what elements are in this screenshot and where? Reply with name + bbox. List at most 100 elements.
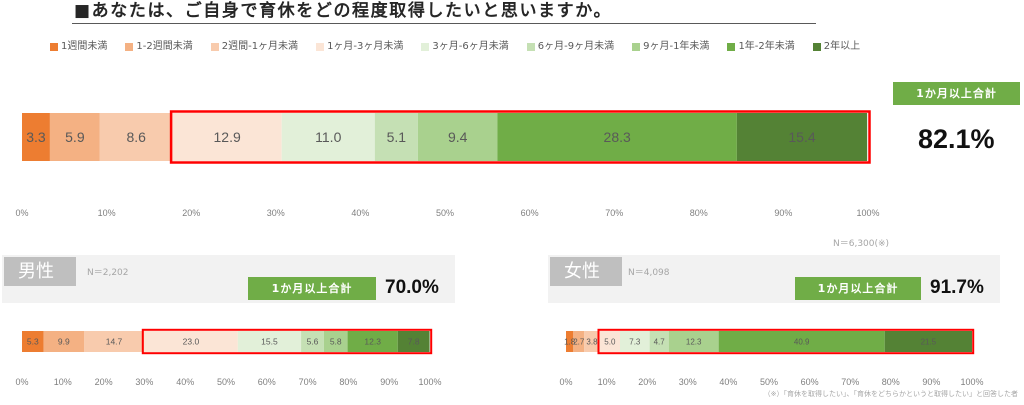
bar-segment-2-weeks-to-1-month <box>84 331 144 352</box>
data-label-6-to-9-months: 5.1 <box>387 129 407 145</box>
bar-segment-under-1-week <box>22 331 44 352</box>
bar-segment-2-weeks-to-1-month <box>99 113 173 161</box>
x-tick-label: 10% <box>54 377 72 387</box>
data-label-1-to-3-months: 23.0 <box>183 337 200 347</box>
bar-segment-1-to-2-weeks <box>43 331 85 352</box>
bar-segment-6-to-9-months <box>374 113 418 161</box>
x-tick-label: 80% <box>882 377 900 387</box>
data-label-3-to-6-months: 15.5 <box>261 337 278 347</box>
x-tick-label: 70% <box>841 377 859 387</box>
page-title: ■あなたは、ご自身で育休をどの程度取得したいと思いますか。 <box>74 1 613 21</box>
bar-segment-2-years-plus <box>884 331 972 352</box>
x-tick-label: 30% <box>679 377 697 387</box>
legend-item-9-months-to-1-year: 9ヶ月-1年未満 <box>632 40 709 54</box>
bar-segment-1-to-2-weeks <box>573 331 585 352</box>
bar-segment-1-to-3-months <box>599 331 620 352</box>
x-tick-label: 50% <box>436 208 454 218</box>
summary-badge-female: 1か月以上合計 <box>795 277 921 300</box>
summary-value-male: 70.0% <box>385 277 439 298</box>
highlight-frame-1-month-plus <box>597 328 975 355</box>
x-tick-label: 0% <box>559 377 572 387</box>
male-stacked-bar-chart: 5.3 9.9 14.7 23.0 15.5 5.6 5.8 12.3 7.8 0% 10% 20% 3… <box>15 328 442 387</box>
bar-segment-1-to-3-months <box>143 331 238 352</box>
legend-label: 1-2週間未満 <box>136 41 193 52</box>
x-tick-label: 100% <box>960 377 983 387</box>
data-label-2-years-plus: 7.8 <box>408 337 420 347</box>
data-label-1-to-2-weeks: 2.7 <box>573 337 585 346</box>
bar-segment-9-months-to-1-year <box>417 113 498 161</box>
x-tick-label: 50% <box>760 377 778 387</box>
x-tick-label: 90% <box>380 377 398 387</box>
bar-segment-6-to-9-months <box>649 331 669 352</box>
x-tick-label: 40% <box>719 377 737 387</box>
legend-label: 1年-2年未満 <box>738 41 795 52</box>
data-label-1-to-2-years: 12.3 <box>364 337 381 347</box>
x-tick-label: 60% <box>521 208 539 218</box>
bar-segment-6-to-9-months <box>301 331 324 352</box>
bar-segment-1-to-2-years <box>718 331 885 352</box>
bar-segment-2-weeks-to-1-month <box>584 331 600 352</box>
bar-segment-3-to-6-months <box>619 331 650 352</box>
bar-segment-9-months-to-1-year <box>668 331 719 352</box>
legend-label: 2年以上 <box>823 41 861 52</box>
legend-item-6-to-9-months: 6ヶ月-9ヶ月未満 <box>526 40 615 54</box>
data-label-9-months-to-1-year: 9.4 <box>448 129 468 145</box>
bar-segment-1-to-2-years <box>497 113 737 161</box>
overall-stacked-bar-chart: 3.3 5.9 8.6 12.9 11.0 5.1 9.4 28.3 15.4 0% 10% 20% 3… <box>15 110 880 218</box>
data-label-6-to-9-months: 4.7 <box>654 337 666 346</box>
data-label-9-months-to-1-year: 5.8 <box>330 337 342 347</box>
data-label-2-years-plus: 15.4 <box>788 129 815 145</box>
legend-swatch <box>316 43 325 51</box>
legend-swatch <box>727 43 736 51</box>
summary-value-overall: 82.1% <box>918 124 995 154</box>
data-label-3-to-6-months: 7.3 <box>629 337 641 346</box>
summary-value-female: 91.7% <box>930 277 984 298</box>
x-tick-label: 80% <box>339 377 357 387</box>
footnote: （※）「育休を取得したい」、「育休をどちらかというと取得したい」と回答した者 <box>763 390 1018 398</box>
x-tick-label: 30% <box>267 208 285 218</box>
data-label-under-1-week: 5.3 <box>27 337 39 347</box>
legend: 1週間未満 1-2週間未満 2週間-1ヶ月未満 1ヶ月-3ヶ月未満 3ヶ月-6ヶ… <box>50 40 860 54</box>
legend-label: 3ヶ月-6ヶ月未満 <box>432 41 509 52</box>
legend-swatch <box>50 43 58 51</box>
bar-segment-1-to-3-months <box>172 113 282 161</box>
summary-badge-overall: 1か月以上合計 <box>893 82 1020 105</box>
x-tick-label: 30% <box>135 377 153 387</box>
x-tick-label: 40% <box>176 377 194 387</box>
legend-label: 1週間未満 <box>61 41 108 52</box>
legend-label: 6ヶ月-9ヶ月未満 <box>537 41 615 52</box>
x-tick-label: 0% <box>15 377 28 387</box>
bar-segment-1-to-2-years <box>347 331 398 352</box>
bar-segment-2-years-plus <box>397 331 430 352</box>
legend-item-2-years-plus: 2年以上 <box>812 40 861 54</box>
x-tick-label: 10% <box>598 377 616 387</box>
highlight-frame-1-month-plus <box>141 328 433 355</box>
x-tick-label: 20% <box>638 377 656 387</box>
x-tick-label: 90% <box>774 208 792 218</box>
sample-size-female: N＝4,098 <box>628 268 670 278</box>
legend-item-2-weeks-to-1-month: 2週間-1ヶ月未満 <box>210 40 298 54</box>
sample-size-male: N＝2,202 <box>87 268 129 278</box>
x-tick-label: 50% <box>217 377 235 387</box>
bar-segment-under-1-week <box>566 331 574 352</box>
legend-label: 1ヶ月-3ヶ月未満 <box>327 41 404 52</box>
panel-title-female: 女性 <box>550 257 622 286</box>
legend-item-1-to-2-weeks: 1-2週間未満 <box>125 40 193 54</box>
x-tick-label: 80% <box>690 208 708 218</box>
bar-segment-2-years-plus <box>736 113 868 161</box>
x-tick-label: 20% <box>95 377 113 387</box>
title-underline <box>72 23 816 24</box>
x-tick-label: 90% <box>922 377 940 387</box>
x-tick-label: 10% <box>98 208 116 218</box>
data-label-2-years-plus: 21.5 <box>921 337 937 346</box>
x-tick-label: 60% <box>801 377 819 387</box>
bar-segment-9-months-to-1-year <box>323 331 348 352</box>
data-label-2-weeks-to-1-month: 8.6 <box>126 129 146 145</box>
data-label-2-weeks-to-1-month: 14.7 <box>106 337 123 347</box>
x-tick-label: 40% <box>351 208 369 218</box>
data-label-1-to-3-months: 12.9 <box>214 129 241 145</box>
legend-item-3-to-6-months: 3ヶ月-6ヶ月未満 <box>421 40 509 54</box>
legend-item-1-to-2-years: 1年-2年未満 <box>727 40 795 54</box>
female-stacked-bar-chart: 1.82.7 3.8 5.0 7.3 4.7 12.3 40.9 21.5 0% 10% 20% 30… <box>559 328 984 387</box>
highlight-frame-1-month-plus <box>169 110 871 164</box>
